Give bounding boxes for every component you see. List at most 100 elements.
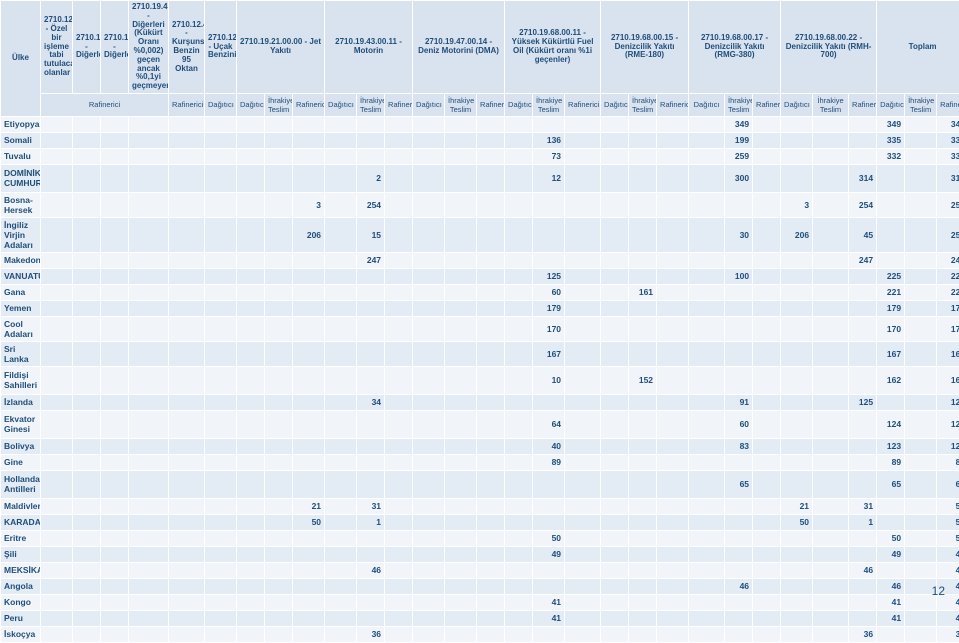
- value-cell: [477, 470, 505, 498]
- value-cell: [533, 470, 565, 498]
- value-cell: 335: [877, 132, 905, 148]
- value-cell: [565, 132, 601, 148]
- value-cell: 36: [357, 626, 385, 642]
- value-cell: 36: [849, 626, 877, 642]
- column-header: İhrakiye Teslim: [629, 93, 657, 116]
- value-cell: [413, 498, 445, 514]
- value-cell: 349: [937, 116, 959, 132]
- value-cell: [265, 594, 293, 610]
- value-cell: [41, 514, 73, 530]
- value-cell: [565, 252, 601, 268]
- value-cell: [565, 268, 601, 284]
- value-cell: [101, 470, 129, 498]
- table-row: Gine898989<0,01: [1, 454, 959, 470]
- value-cell: [877, 164, 905, 192]
- value-cell: [385, 626, 413, 642]
- value-cell: [725, 366, 753, 394]
- value-cell: [565, 498, 601, 514]
- value-cell: [205, 192, 237, 217]
- value-cell: [753, 132, 781, 148]
- value-cell: [781, 252, 813, 268]
- value-cell: [689, 164, 725, 192]
- value-cell: [533, 498, 565, 514]
- value-cell: [477, 116, 505, 132]
- value-cell: 349: [877, 116, 905, 132]
- value-cell: [781, 164, 813, 192]
- value-cell: [813, 594, 849, 610]
- value-cell: [205, 316, 237, 341]
- value-cell: [41, 217, 73, 252]
- value-cell: [169, 438, 205, 454]
- value-cell: [265, 470, 293, 498]
- value-cell: [689, 394, 725, 410]
- value-cell: [629, 578, 657, 594]
- value-cell: 51: [937, 514, 959, 530]
- value-cell: [629, 300, 657, 316]
- column-header: 2710.19.21.00.00 - Jet Yakıtı: [237, 1, 325, 94]
- value-cell: 152: [629, 366, 657, 394]
- page-number: 12: [932, 584, 945, 598]
- value-cell: [413, 268, 445, 284]
- value-cell: [205, 610, 237, 626]
- value-cell: [413, 410, 445, 438]
- value-cell: 50: [877, 530, 905, 546]
- value-cell: [357, 454, 385, 470]
- value-cell: [689, 546, 725, 562]
- value-cell: [629, 530, 657, 546]
- value-cell: [101, 578, 129, 594]
- value-cell: [753, 192, 781, 217]
- value-cell: [565, 514, 601, 530]
- value-cell: [477, 514, 505, 530]
- value-cell: [73, 316, 101, 341]
- value-cell: [293, 366, 325, 394]
- value-cell: [41, 562, 73, 578]
- value-cell: [905, 394, 937, 410]
- value-cell: [357, 366, 385, 394]
- value-cell: [753, 562, 781, 578]
- value-cell: 50: [533, 530, 565, 546]
- value-cell: [601, 116, 629, 132]
- value-cell: [657, 164, 689, 192]
- value-cell: [905, 284, 937, 300]
- value-cell: [905, 610, 937, 626]
- value-cell: [237, 341, 265, 366]
- country-cell: Şili: [1, 546, 41, 562]
- value-cell: 41: [877, 594, 905, 610]
- value-cell: [293, 284, 325, 300]
- value-cell: [849, 578, 877, 594]
- value-cell: [725, 341, 753, 366]
- value-cell: [357, 546, 385, 562]
- value-cell: [905, 514, 937, 530]
- value-cell: [357, 530, 385, 546]
- value-cell: [813, 164, 849, 192]
- value-cell: [905, 530, 937, 546]
- value-cell: [205, 454, 237, 470]
- value-cell: [505, 498, 533, 514]
- value-cell: [629, 498, 657, 514]
- value-cell: [781, 341, 813, 366]
- value-cell: [813, 610, 849, 626]
- value-cell: [237, 610, 265, 626]
- value-cell: [445, 316, 477, 341]
- value-cell: [689, 562, 725, 578]
- value-cell: [101, 438, 129, 454]
- value-cell: [657, 116, 689, 132]
- value-cell: [781, 470, 813, 498]
- column-header: İhrakiye Teslim: [445, 93, 477, 116]
- value-cell: [41, 252, 73, 268]
- value-cell: [505, 192, 533, 217]
- column-header: Toplam: [877, 1, 959, 94]
- value-cell: 254: [357, 192, 385, 217]
- value-cell: [129, 300, 169, 316]
- value-cell: [385, 268, 413, 284]
- column-header: Rafinerici: [385, 93, 413, 116]
- value-cell: [169, 164, 205, 192]
- column-header: Rafinerici: [937, 93, 959, 116]
- value-cell: [689, 284, 725, 300]
- table-row: Ekvator Ginesi6460124124<0,01: [1, 410, 959, 438]
- value-cell: 125: [937, 394, 959, 410]
- column-header: 2710.19.68.00.22 - Denizcilik Yakıtı (RM…: [781, 1, 877, 94]
- country-cell: Ekvator Ginesi: [1, 410, 41, 438]
- value-cell: [293, 116, 325, 132]
- value-cell: [505, 410, 533, 438]
